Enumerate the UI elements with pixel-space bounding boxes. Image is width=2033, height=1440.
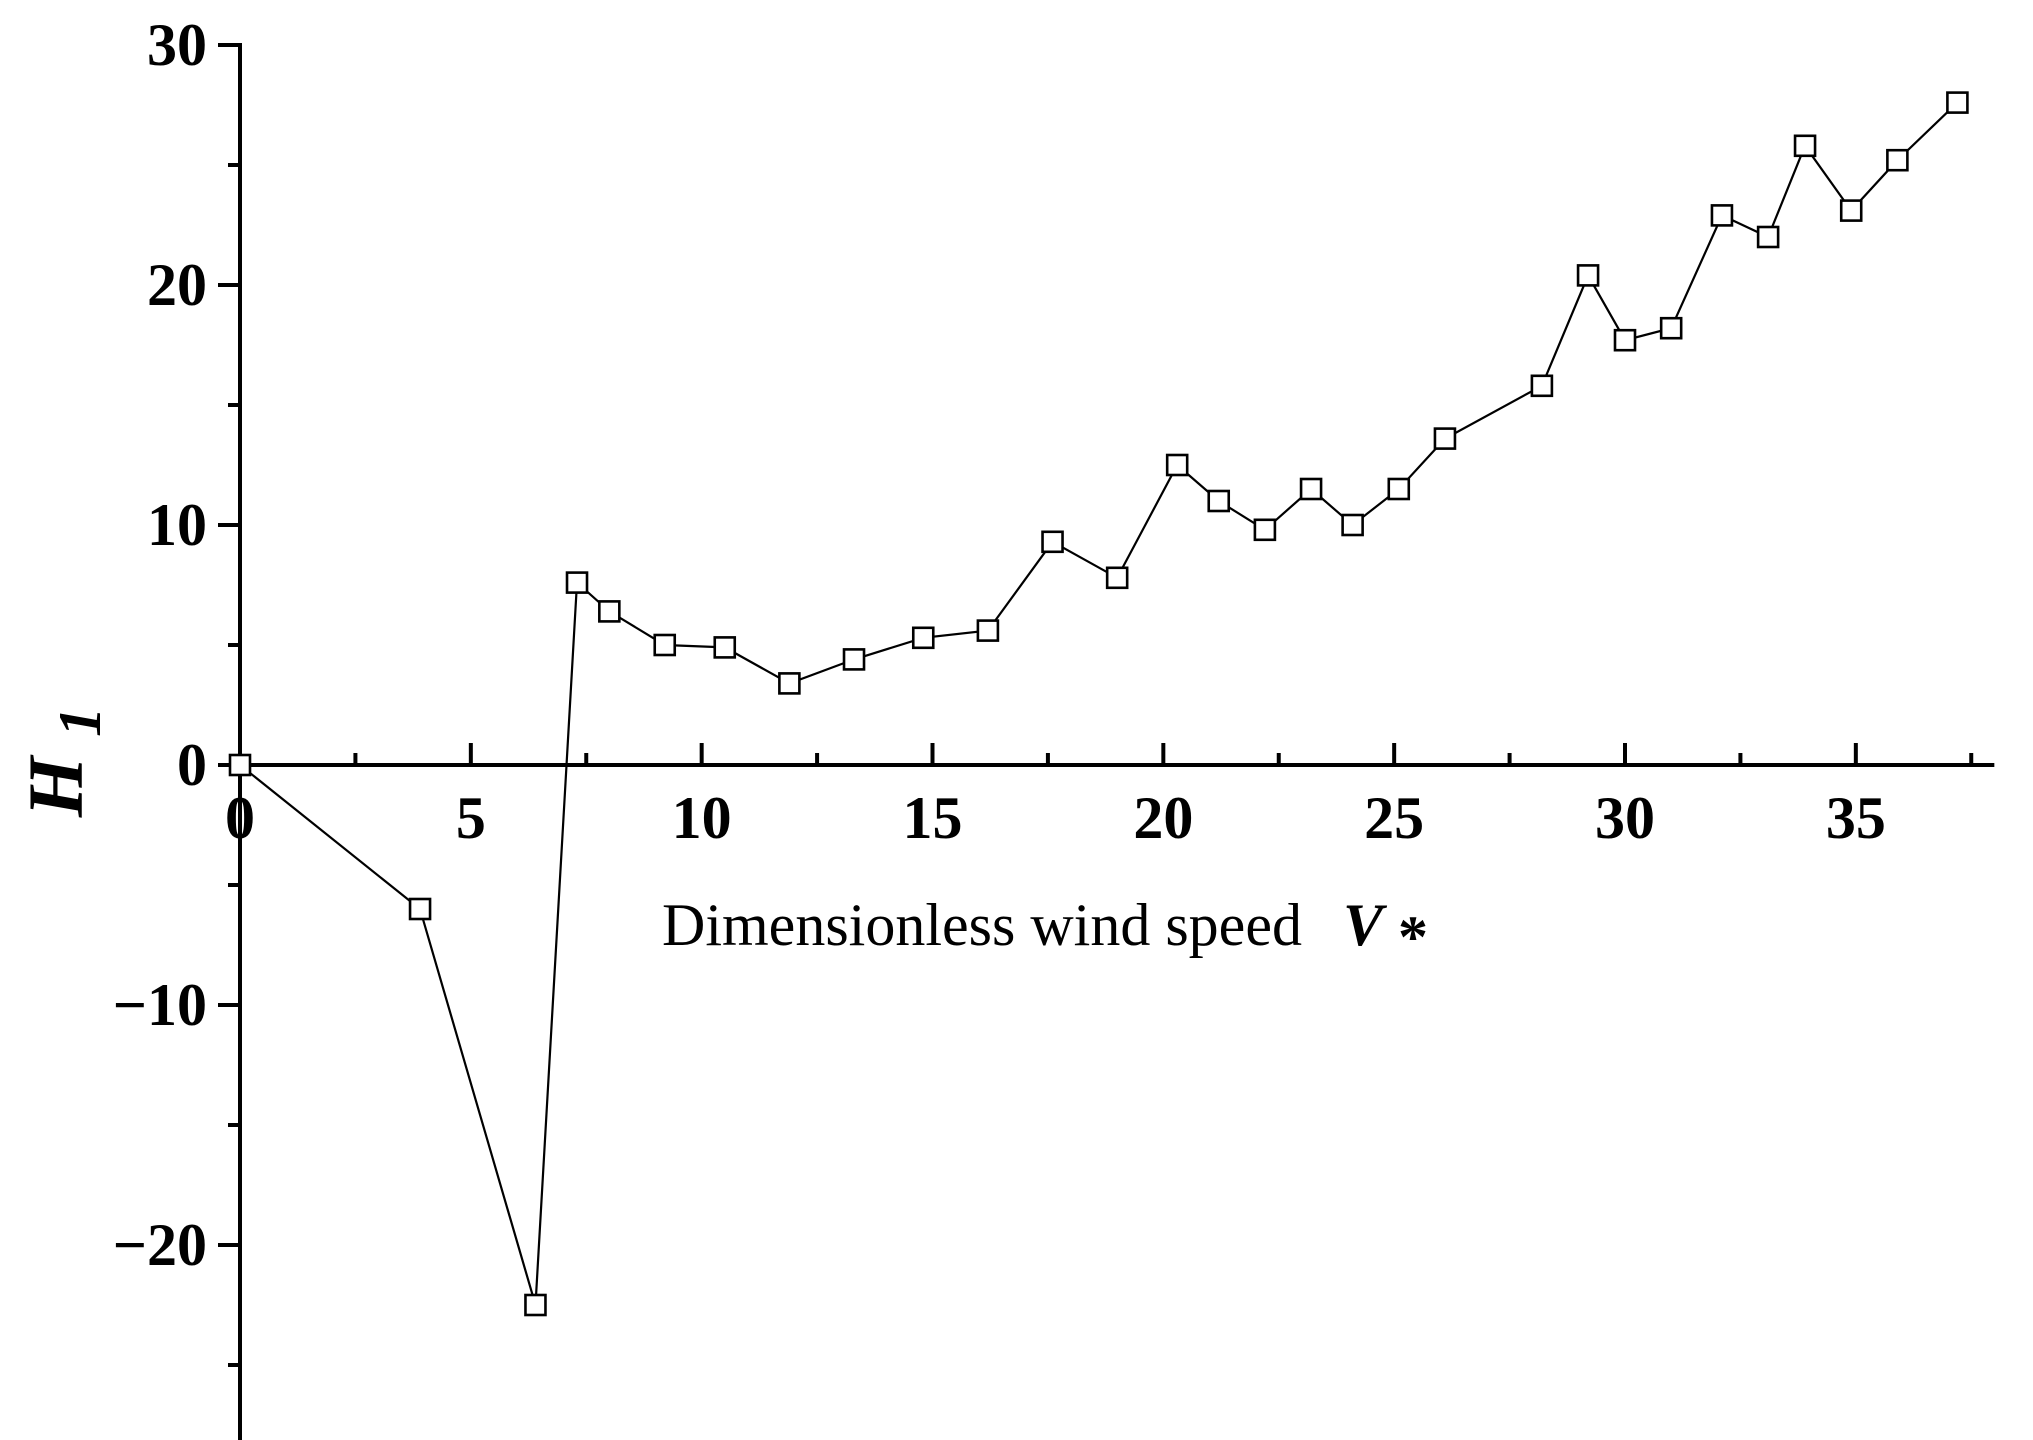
data-point (1530, 374, 1554, 398)
x-axis-title-text: Dimensionless wind speed (662, 892, 1302, 958)
y-tick-label: 30 (147, 12, 207, 78)
x-tick-label: 0 (225, 785, 255, 851)
tick-labels: 0 5 10 15 20 25 30 35 −20 −10 0 10 20 30 (113, 12, 1886, 1278)
data-point (1253, 518, 1277, 542)
data-point (653, 633, 677, 657)
data-point (1105, 566, 1129, 590)
data-point (1839, 199, 1863, 222)
data-point (598, 600, 621, 623)
data-point (1886, 148, 1909, 172)
data-point (565, 571, 589, 594)
data-point (1659, 316, 1683, 340)
data-point (842, 648, 866, 671)
x-tick-label: 10 (672, 785, 732, 851)
y-tick-label: 20 (147, 252, 207, 318)
y-axis-subscript: 1 (47, 707, 113, 737)
series-line (239, 101, 1959, 1306)
data-point (1341, 513, 1364, 537)
x-tick-label: 25 (1364, 785, 1424, 851)
axes (218, 43, 1995, 1440)
x-tick-label: 5 (456, 785, 486, 851)
y-axis-title-group: H 1 (12, 707, 113, 818)
data-point (713, 636, 737, 659)
x-tick-label: 20 (1133, 785, 1193, 851)
x-axis-symbol: V (1343, 892, 1388, 958)
data-point (976, 619, 1000, 642)
x-tick-label: 35 (1826, 785, 1886, 851)
y-tick-label: −10 (113, 972, 207, 1038)
data-point (1710, 204, 1734, 227)
x-tick-label: 15 (903, 785, 963, 851)
series-layer (228, 91, 1969, 1317)
x-axis-subscript: * (1398, 904, 1428, 970)
data-point (1613, 328, 1637, 352)
data-point (1433, 427, 1457, 450)
y-tick-label: −20 (113, 1212, 207, 1278)
y-tick-label: 0 (177, 732, 207, 798)
data-point (1756, 225, 1780, 249)
data-point (1793, 134, 1817, 158)
y-axis-title: H 1 (12, 707, 113, 818)
data-point (524, 1293, 547, 1317)
data-point (778, 672, 801, 695)
data-point (408, 897, 432, 921)
data-point (1041, 530, 1064, 554)
data-point (1576, 264, 1600, 287)
data-point (1207, 489, 1231, 513)
x-tick-label: 30 (1595, 785, 1655, 851)
data-point (1165, 453, 1189, 477)
data-point (1387, 477, 1411, 501)
data-point (1299, 477, 1323, 501)
x-axis-title: Dimensionless wind speed V * (662, 892, 1428, 970)
y-axis-symbol: H (12, 754, 99, 818)
y-tick-label: 10 (147, 492, 207, 558)
data-point (228, 753, 252, 777)
data-point (1946, 91, 1969, 114)
data-point (911, 626, 935, 650)
